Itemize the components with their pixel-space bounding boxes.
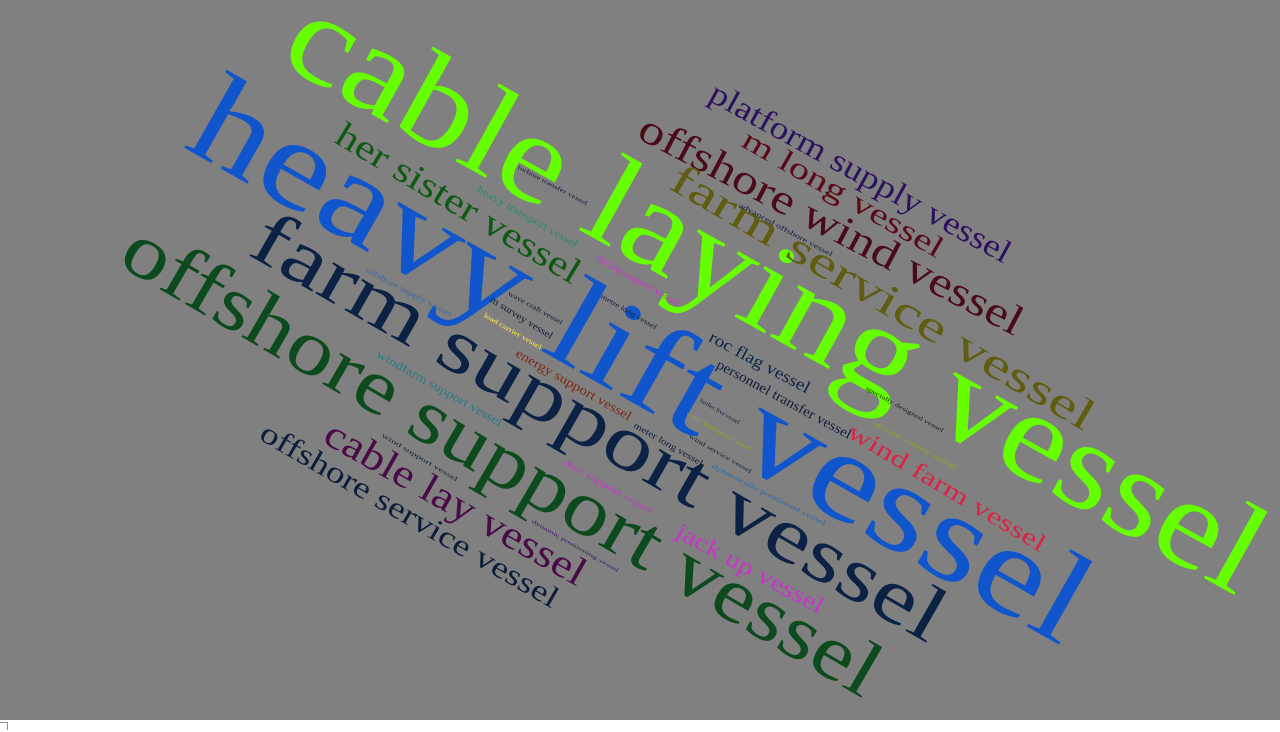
corner-mark xyxy=(0,722,8,730)
